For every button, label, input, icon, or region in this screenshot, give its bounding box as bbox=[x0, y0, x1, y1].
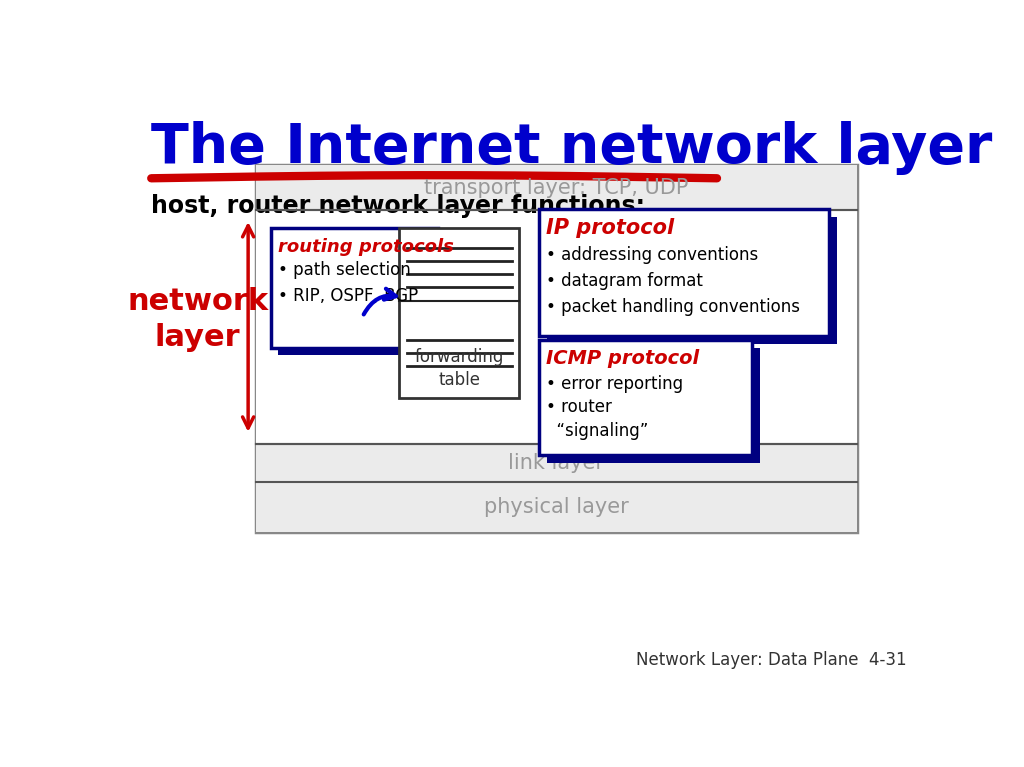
Text: • datagram format: • datagram format bbox=[547, 272, 703, 290]
Bar bbox=[539, 209, 829, 336]
Bar bbox=[279, 235, 445, 354]
Text: routing protocols: routing protocols bbox=[278, 238, 454, 255]
Bar bbox=[539, 340, 752, 456]
Text: IP protocol: IP protocol bbox=[547, 219, 675, 239]
Text: link layer: link layer bbox=[508, 453, 604, 473]
Text: ICMP protocol: ICMP protocol bbox=[547, 349, 699, 368]
Text: • router: • router bbox=[547, 399, 612, 416]
Text: • addressing conventions: • addressing conventions bbox=[547, 246, 759, 264]
Bar bbox=[399, 229, 519, 398]
Bar bbox=[547, 347, 760, 463]
Text: host, router network layer functions:: host, router network layer functions: bbox=[152, 194, 645, 218]
Text: • error reporting: • error reporting bbox=[547, 375, 684, 393]
Text: • path selection: • path selection bbox=[278, 261, 411, 278]
Text: • packet handling conventions: • packet handling conventions bbox=[547, 298, 801, 317]
Bar bbox=[256, 165, 856, 532]
Bar bbox=[256, 165, 856, 210]
Text: The Internet network layer: The Internet network layer bbox=[152, 120, 992, 175]
Bar bbox=[256, 444, 856, 482]
Text: transport layer: TCP, UDP: transport layer: TCP, UDP bbox=[424, 177, 688, 198]
Text: network
layer: network layer bbox=[127, 287, 268, 351]
Text: • RIP, OSPF, BGP: • RIP, OSPF, BGP bbox=[278, 287, 418, 304]
Text: forwarding
table: forwarding table bbox=[415, 347, 504, 390]
Bar bbox=[256, 482, 856, 532]
Bar bbox=[256, 210, 856, 444]
Text: physical layer: physical layer bbox=[483, 498, 629, 518]
Bar bbox=[547, 217, 838, 344]
Bar bbox=[271, 229, 438, 347]
Text: “signaling”: “signaling” bbox=[547, 422, 649, 439]
Text: Network Layer: Data Plane  4-31: Network Layer: Data Plane 4-31 bbox=[636, 650, 907, 669]
